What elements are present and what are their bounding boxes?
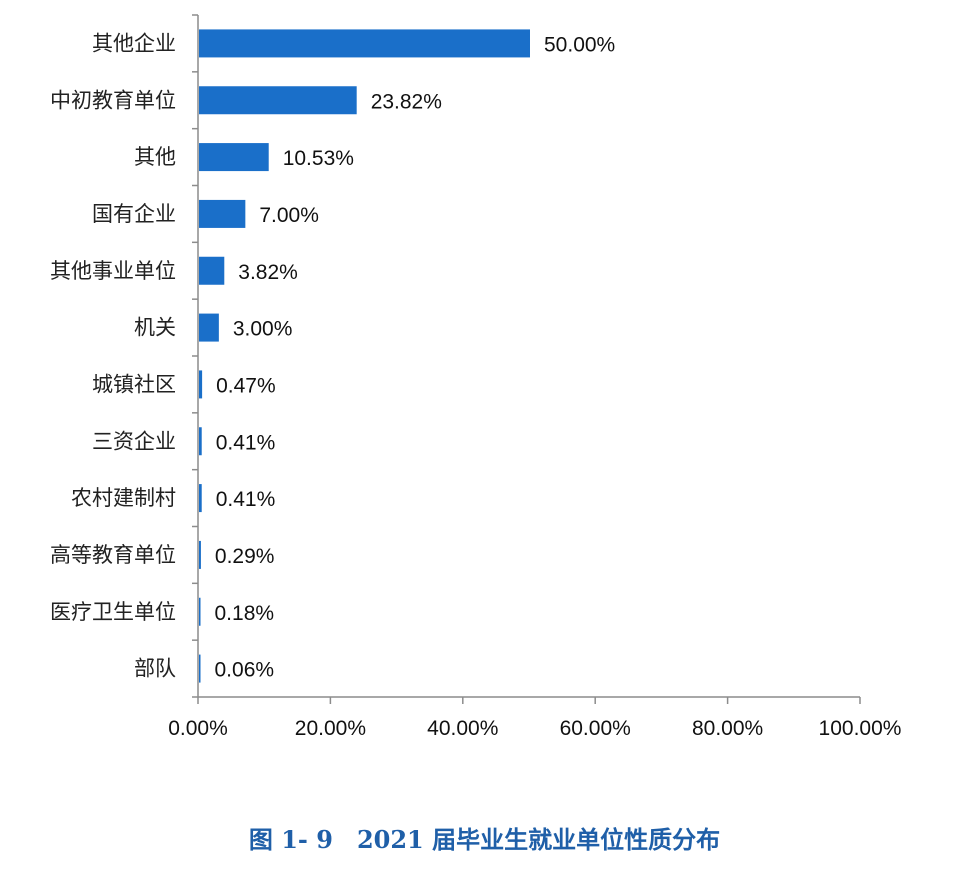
figure-caption: 图 1- 9 2021 届毕业生就业单位性质分布 bbox=[248, 825, 721, 854]
category-label: 其他事业单位 bbox=[50, 259, 176, 283]
data-label: 0.41% bbox=[216, 488, 276, 511]
data-label: 50.00% bbox=[544, 33, 615, 56]
data-label: 0.18% bbox=[215, 602, 275, 625]
category-label: 其他企业 bbox=[92, 31, 176, 55]
bar bbox=[199, 86, 357, 115]
bar bbox=[199, 597, 201, 626]
category-label: 国有企业 bbox=[92, 202, 176, 226]
category-label: 中初教育单位 bbox=[50, 88, 176, 112]
bar bbox=[199, 29, 530, 58]
data-label: 3.00% bbox=[233, 318, 293, 341]
bar bbox=[199, 484, 202, 513]
bar bbox=[199, 143, 269, 172]
x-tick-label: 0.00% bbox=[168, 717, 228, 740]
bar bbox=[199, 540, 201, 569]
bar bbox=[199, 313, 219, 342]
category-label: 其他 bbox=[134, 145, 176, 169]
x-tick-label: 40.00% bbox=[427, 717, 498, 740]
x-tick-label: 60.00% bbox=[560, 717, 631, 740]
bar bbox=[199, 199, 246, 228]
category-label: 机关 bbox=[134, 316, 176, 340]
data-label: 0.06% bbox=[215, 659, 275, 682]
bar bbox=[199, 427, 202, 456]
bar bbox=[199, 256, 225, 285]
data-label: 10.53% bbox=[283, 147, 354, 170]
x-tick-label: 80.00% bbox=[692, 717, 763, 740]
data-label: 0.47% bbox=[216, 374, 276, 397]
data-label: 7.00% bbox=[259, 204, 319, 227]
category-label: 医疗卫生单位 bbox=[50, 600, 176, 624]
category-label: 三资企业 bbox=[92, 429, 176, 453]
bars-layer bbox=[199, 29, 530, 683]
category-label: 农村建制村 bbox=[71, 486, 176, 510]
category-label: 部队 bbox=[134, 657, 176, 681]
category-label: 高等教育单位 bbox=[50, 543, 176, 567]
data-label: 23.82% bbox=[371, 90, 442, 113]
data-label: 3.82% bbox=[238, 261, 298, 284]
x-tick-label: 100.00% bbox=[819, 717, 902, 740]
category-label: 城镇社区 bbox=[92, 372, 176, 396]
bar bbox=[199, 654, 201, 683]
bar-chart: 其他企业 50.00% 中初教育单位 23.82% 其他 10.53% 国有企业 7.00% 其… bbox=[50, 14, 902, 740]
data-label: 0.41% bbox=[216, 431, 276, 454]
x-tick-label: 20.00% bbox=[295, 717, 366, 740]
axis-layer: 其他企业 50.00% 中初教育单位 23.82% 其他 10.53% 国有企业 7.00% 其… bbox=[50, 14, 902, 740]
bar bbox=[199, 370, 203, 399]
data-label: 0.29% bbox=[215, 545, 275, 568]
